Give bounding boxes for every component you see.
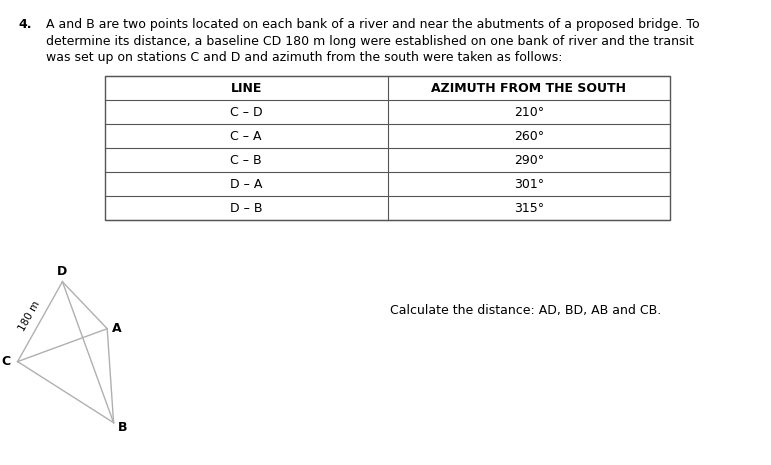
Text: D – A: D – A bbox=[230, 178, 262, 191]
Text: 290°: 290° bbox=[513, 153, 544, 166]
Text: AZIMUTH FROM THE SOUTH: AZIMUTH FROM THE SOUTH bbox=[431, 81, 626, 94]
Text: 301°: 301° bbox=[513, 178, 544, 191]
Text: determine its distance, a baseline CD 180 m long were established on one bank of: determine its distance, a baseline CD 18… bbox=[46, 34, 694, 47]
Text: A: A bbox=[113, 322, 122, 335]
Text: LINE: LINE bbox=[231, 81, 262, 94]
Text: B: B bbox=[118, 421, 127, 434]
Text: 315°: 315° bbox=[513, 201, 544, 214]
Text: 4.: 4. bbox=[18, 18, 32, 31]
Text: 180 m: 180 m bbox=[17, 299, 42, 332]
Text: D – B: D – B bbox=[230, 201, 262, 214]
Text: C – D: C – D bbox=[230, 106, 263, 119]
Text: D: D bbox=[57, 265, 68, 278]
Text: 210°: 210° bbox=[513, 106, 544, 119]
Text: was set up on stations C and D and azimuth from the south were taken as follows:: was set up on stations C and D and azimu… bbox=[46, 51, 563, 64]
Text: C: C bbox=[1, 355, 10, 368]
Text: A and B are two points located on each bank of a river and near the abutments of: A and B are two points located on each b… bbox=[46, 18, 699, 31]
Text: 260°: 260° bbox=[513, 129, 544, 142]
Bar bbox=[105, 76, 670, 220]
Text: C – B: C – B bbox=[231, 153, 262, 166]
Text: C – A: C – A bbox=[231, 129, 262, 142]
Text: Calculate the distance: AD, BD, AB and CB.: Calculate the distance: AD, BD, AB and C… bbox=[390, 304, 662, 317]
